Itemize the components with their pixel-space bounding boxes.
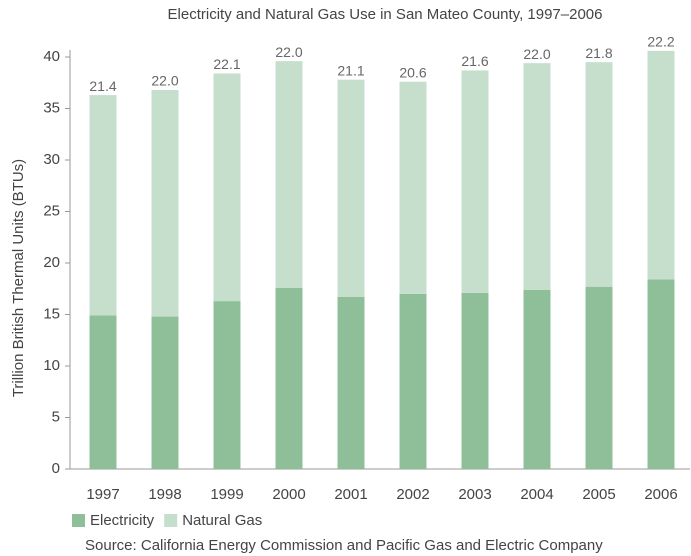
bar-segment	[399, 293, 427, 469]
bar-segment	[151, 89, 179, 317]
data-label: 21.4	[89, 78, 116, 94]
bar-segment	[275, 61, 303, 288]
x-tick-label: 1997	[86, 486, 119, 503]
bar-segment	[523, 63, 551, 290]
y-tick-label: 25	[43, 202, 60, 219]
x-tick-label: 2001	[334, 486, 367, 503]
data-label: 21.1	[337, 62, 364, 78]
x-tick-label: 2005	[582, 486, 615, 503]
bar-segment	[89, 95, 117, 316]
y-tick-label: 40	[43, 48, 60, 65]
data-label: 22.0	[523, 46, 550, 62]
bar-segment	[523, 289, 551, 469]
data-label: 22.1	[213, 56, 240, 72]
y-tick-label: 35	[43, 99, 60, 116]
x-tick-label: 2002	[396, 486, 429, 503]
x-tick-label: 2004	[520, 486, 553, 503]
legend-label: Natural Gas	[182, 512, 262, 529]
bar-segment	[213, 73, 241, 302]
bar-segment	[337, 79, 365, 297]
bar-segment	[585, 286, 613, 469]
bar-segment	[399, 81, 427, 294]
bar-segment	[647, 50, 675, 280]
y-tick-label: 15	[43, 305, 60, 322]
source: Source: California Energy Commission and…	[85, 537, 603, 554]
y-tick-label: 30	[43, 151, 60, 168]
bar-segment	[461, 292, 489, 469]
bar-segment	[585, 62, 613, 287]
bar-segment	[213, 301, 241, 469]
data-label: 21.6	[461, 53, 488, 69]
x-tick-label: 2003	[458, 486, 491, 503]
y-tick-label: 10	[43, 357, 60, 374]
chart-title: Electricity and Natural Gas Use in San M…	[168, 6, 603, 23]
bar-segment	[337, 296, 365, 469]
x-tick-label: 2000	[272, 486, 305, 503]
y-axis-label: Trillion British Thermal Units (BTUs)	[10, 159, 27, 397]
y-tick-label: 20	[43, 254, 60, 271]
legend-label: Electricity	[90, 512, 155, 529]
data-label: 22.0	[151, 73, 178, 89]
x-tick-label: 2006	[644, 486, 677, 503]
y-tick-label: 0	[52, 460, 60, 477]
bar-segment	[461, 70, 489, 293]
y-tick-label: 5	[52, 408, 60, 425]
bar-segment	[89, 315, 117, 469]
bar-segment	[275, 287, 303, 469]
bar-segment	[151, 316, 179, 469]
data-label: 22.2	[647, 34, 674, 50]
data-label: 22.0	[275, 44, 302, 60]
bar-segment	[647, 279, 675, 469]
data-label: 20.6	[399, 64, 426, 80]
legend-swatch	[72, 514, 85, 527]
data-label: 21.8	[585, 45, 612, 61]
x-tick-label: 1998	[148, 486, 181, 503]
legend-swatch	[164, 514, 178, 527]
x-tick-label: 1999	[210, 486, 243, 503]
